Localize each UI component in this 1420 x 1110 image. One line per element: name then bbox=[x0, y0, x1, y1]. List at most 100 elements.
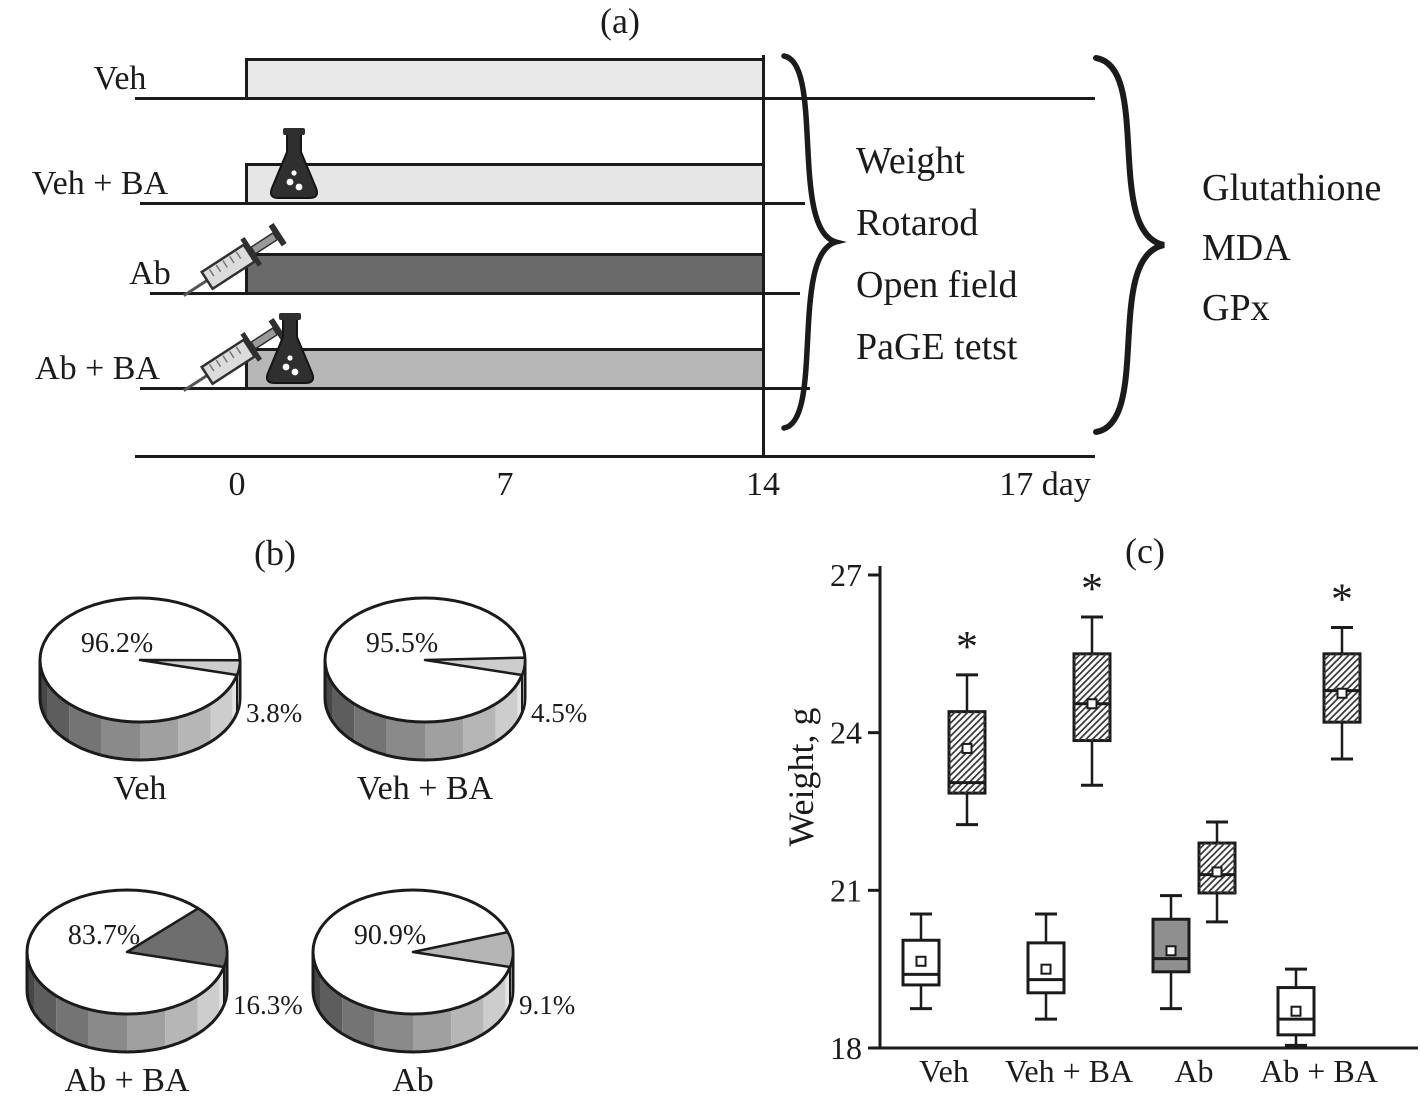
hatch-line bbox=[948, 720, 986, 758]
hatch-line bbox=[1339, 701, 1361, 723]
behavior-test-item: Weight bbox=[856, 140, 965, 182]
box-rect bbox=[901, 938, 941, 987]
hatch-line bbox=[1073, 701, 1111, 739]
boxplot-box-hatched-3: * bbox=[1322, 575, 1362, 761]
hatch-line bbox=[1206, 864, 1236, 894]
time-axis bbox=[135, 455, 1095, 458]
pie-side-segment bbox=[88, 1009, 127, 1052]
panel-b-label: (b) bbox=[254, 533, 296, 573]
hatch-line bbox=[977, 785, 986, 794]
behavior-test-item: Rotarod bbox=[856, 202, 979, 244]
hatch-line bbox=[948, 746, 986, 784]
pie-major-label: 96.2% bbox=[81, 628, 153, 659]
boxplot-box-hatched-2 bbox=[1197, 820, 1237, 924]
hatch-line bbox=[1073, 695, 1111, 733]
mean-marker bbox=[915, 955, 927, 967]
y-tick-label: 27 bbox=[830, 557, 862, 593]
hatch-line bbox=[948, 711, 957, 719]
hatch-line bbox=[1226, 884, 1236, 894]
category-label: Veh + BA bbox=[1005, 1053, 1133, 1089]
hatch-line bbox=[951, 759, 986, 794]
hatch-line bbox=[1323, 662, 1361, 700]
pie-major-label: 83.7% bbox=[68, 920, 140, 951]
hatch-line bbox=[1323, 653, 1338, 668]
hatch-line bbox=[1073, 653, 1108, 687]
boxplot-box-open-2 bbox=[1151, 894, 1191, 1011]
pie-side-outline bbox=[323, 660, 527, 762]
pie-slice bbox=[125, 907, 229, 969]
hatch-line bbox=[1073, 669, 1111, 707]
pie-caption-ab: Ab bbox=[392, 1062, 434, 1099]
hatch-line bbox=[1090, 721, 1111, 742]
boxplot-box-hatched-0: * bbox=[947, 622, 987, 827]
hatch-line bbox=[1073, 675, 1111, 713]
group-label-ab-ba: Ab + BA bbox=[35, 350, 160, 387]
y-tick-label: 18 bbox=[830, 1030, 862, 1066]
hatch-line bbox=[1219, 877, 1236, 894]
treatment-bar-ab bbox=[245, 253, 765, 295]
hatch-line bbox=[1103, 734, 1111, 742]
pie-side-outline bbox=[311, 952, 515, 1054]
pie-side-outline bbox=[38, 660, 242, 762]
hatch-line bbox=[948, 711, 970, 732]
hatch-line bbox=[1073, 653, 1082, 661]
pie-slice bbox=[138, 658, 242, 677]
hatch-line bbox=[1352, 714, 1361, 723]
pie-minor-label: 4.5% bbox=[531, 698, 587, 728]
pie-slice bbox=[423, 656, 527, 677]
hatch-line bbox=[1073, 662, 1111, 700]
y-tick-label: 24 bbox=[830, 715, 862, 751]
pie-chart-veh-ba: 95.5% 4.5% bbox=[323, 596, 587, 762]
hatch-line bbox=[1198, 842, 1207, 851]
pie-side-segment bbox=[101, 717, 140, 760]
boxplot-box-open-1 bbox=[1026, 912, 1066, 1021]
group-label-veh: Veh bbox=[93, 60, 147, 97]
hatch-line bbox=[1077, 708, 1111, 742]
hatch-line bbox=[1323, 653, 1345, 674]
pie-minor-label: 16.3% bbox=[233, 990, 303, 1020]
hatch-line bbox=[1323, 656, 1361, 694]
mean-marker bbox=[1040, 963, 1052, 975]
hatch-line bbox=[1323, 653, 1351, 681]
treatment-bar-veh bbox=[245, 58, 765, 100]
significance-star: * bbox=[956, 622, 978, 671]
behavior-test-item: PaGE tetst bbox=[856, 326, 1018, 368]
significance-star: * bbox=[1331, 575, 1353, 624]
mean-marker bbox=[1086, 698, 1098, 710]
behavior-tests-list: Weight Rotarod Open field PaGE tetst bbox=[856, 130, 1017, 378]
assay-item: GPx bbox=[1202, 287, 1270, 329]
time-tick-14: 14 bbox=[746, 466, 780, 503]
hatch-line bbox=[1097, 727, 1111, 742]
pie-minor-label: 3.8% bbox=[246, 698, 302, 728]
y-tick-label: 21 bbox=[830, 872, 862, 908]
mean-marker bbox=[961, 742, 973, 754]
panel-c-label: (c) bbox=[1125, 531, 1165, 571]
pie-side-segment bbox=[140, 717, 179, 760]
pie-slice bbox=[411, 930, 515, 969]
curly-brace-icon bbox=[781, 53, 847, 431]
group-label-ab: Ab bbox=[129, 255, 171, 292]
flask-icon bbox=[265, 313, 315, 384]
pie-major-label: 90.9% bbox=[354, 920, 426, 951]
pie-caption-veh: Veh bbox=[113, 770, 167, 807]
category-label: Veh bbox=[919, 1053, 969, 1089]
pie-side-segment bbox=[374, 1009, 413, 1052]
hatch-line bbox=[1198, 842, 1220, 864]
hatch-line bbox=[1323, 653, 1332, 661]
hatch-line bbox=[948, 711, 963, 726]
hatch-line bbox=[1326, 688, 1361, 723]
pie-side-segment bbox=[425, 717, 464, 760]
mean-marker bbox=[1290, 1005, 1302, 1017]
hatch-line bbox=[948, 740, 986, 778]
hatch-line bbox=[1084, 714, 1111, 742]
hatch-line bbox=[948, 714, 986, 752]
hatch-line bbox=[957, 766, 986, 794]
hatch-line bbox=[1073, 653, 1088, 668]
mean-marker bbox=[1211, 866, 1223, 878]
hatch-line bbox=[948, 711, 976, 739]
hatch-line bbox=[1073, 653, 1101, 681]
weight-boxplot: 18 21 24 27 Veh Veh + BA Ab Ab + BA * * * bbox=[830, 557, 1418, 1089]
mean-marker bbox=[1165, 945, 1177, 957]
category-label: Ab + BA bbox=[1260, 1053, 1378, 1089]
pie-side-segment bbox=[413, 1009, 452, 1052]
